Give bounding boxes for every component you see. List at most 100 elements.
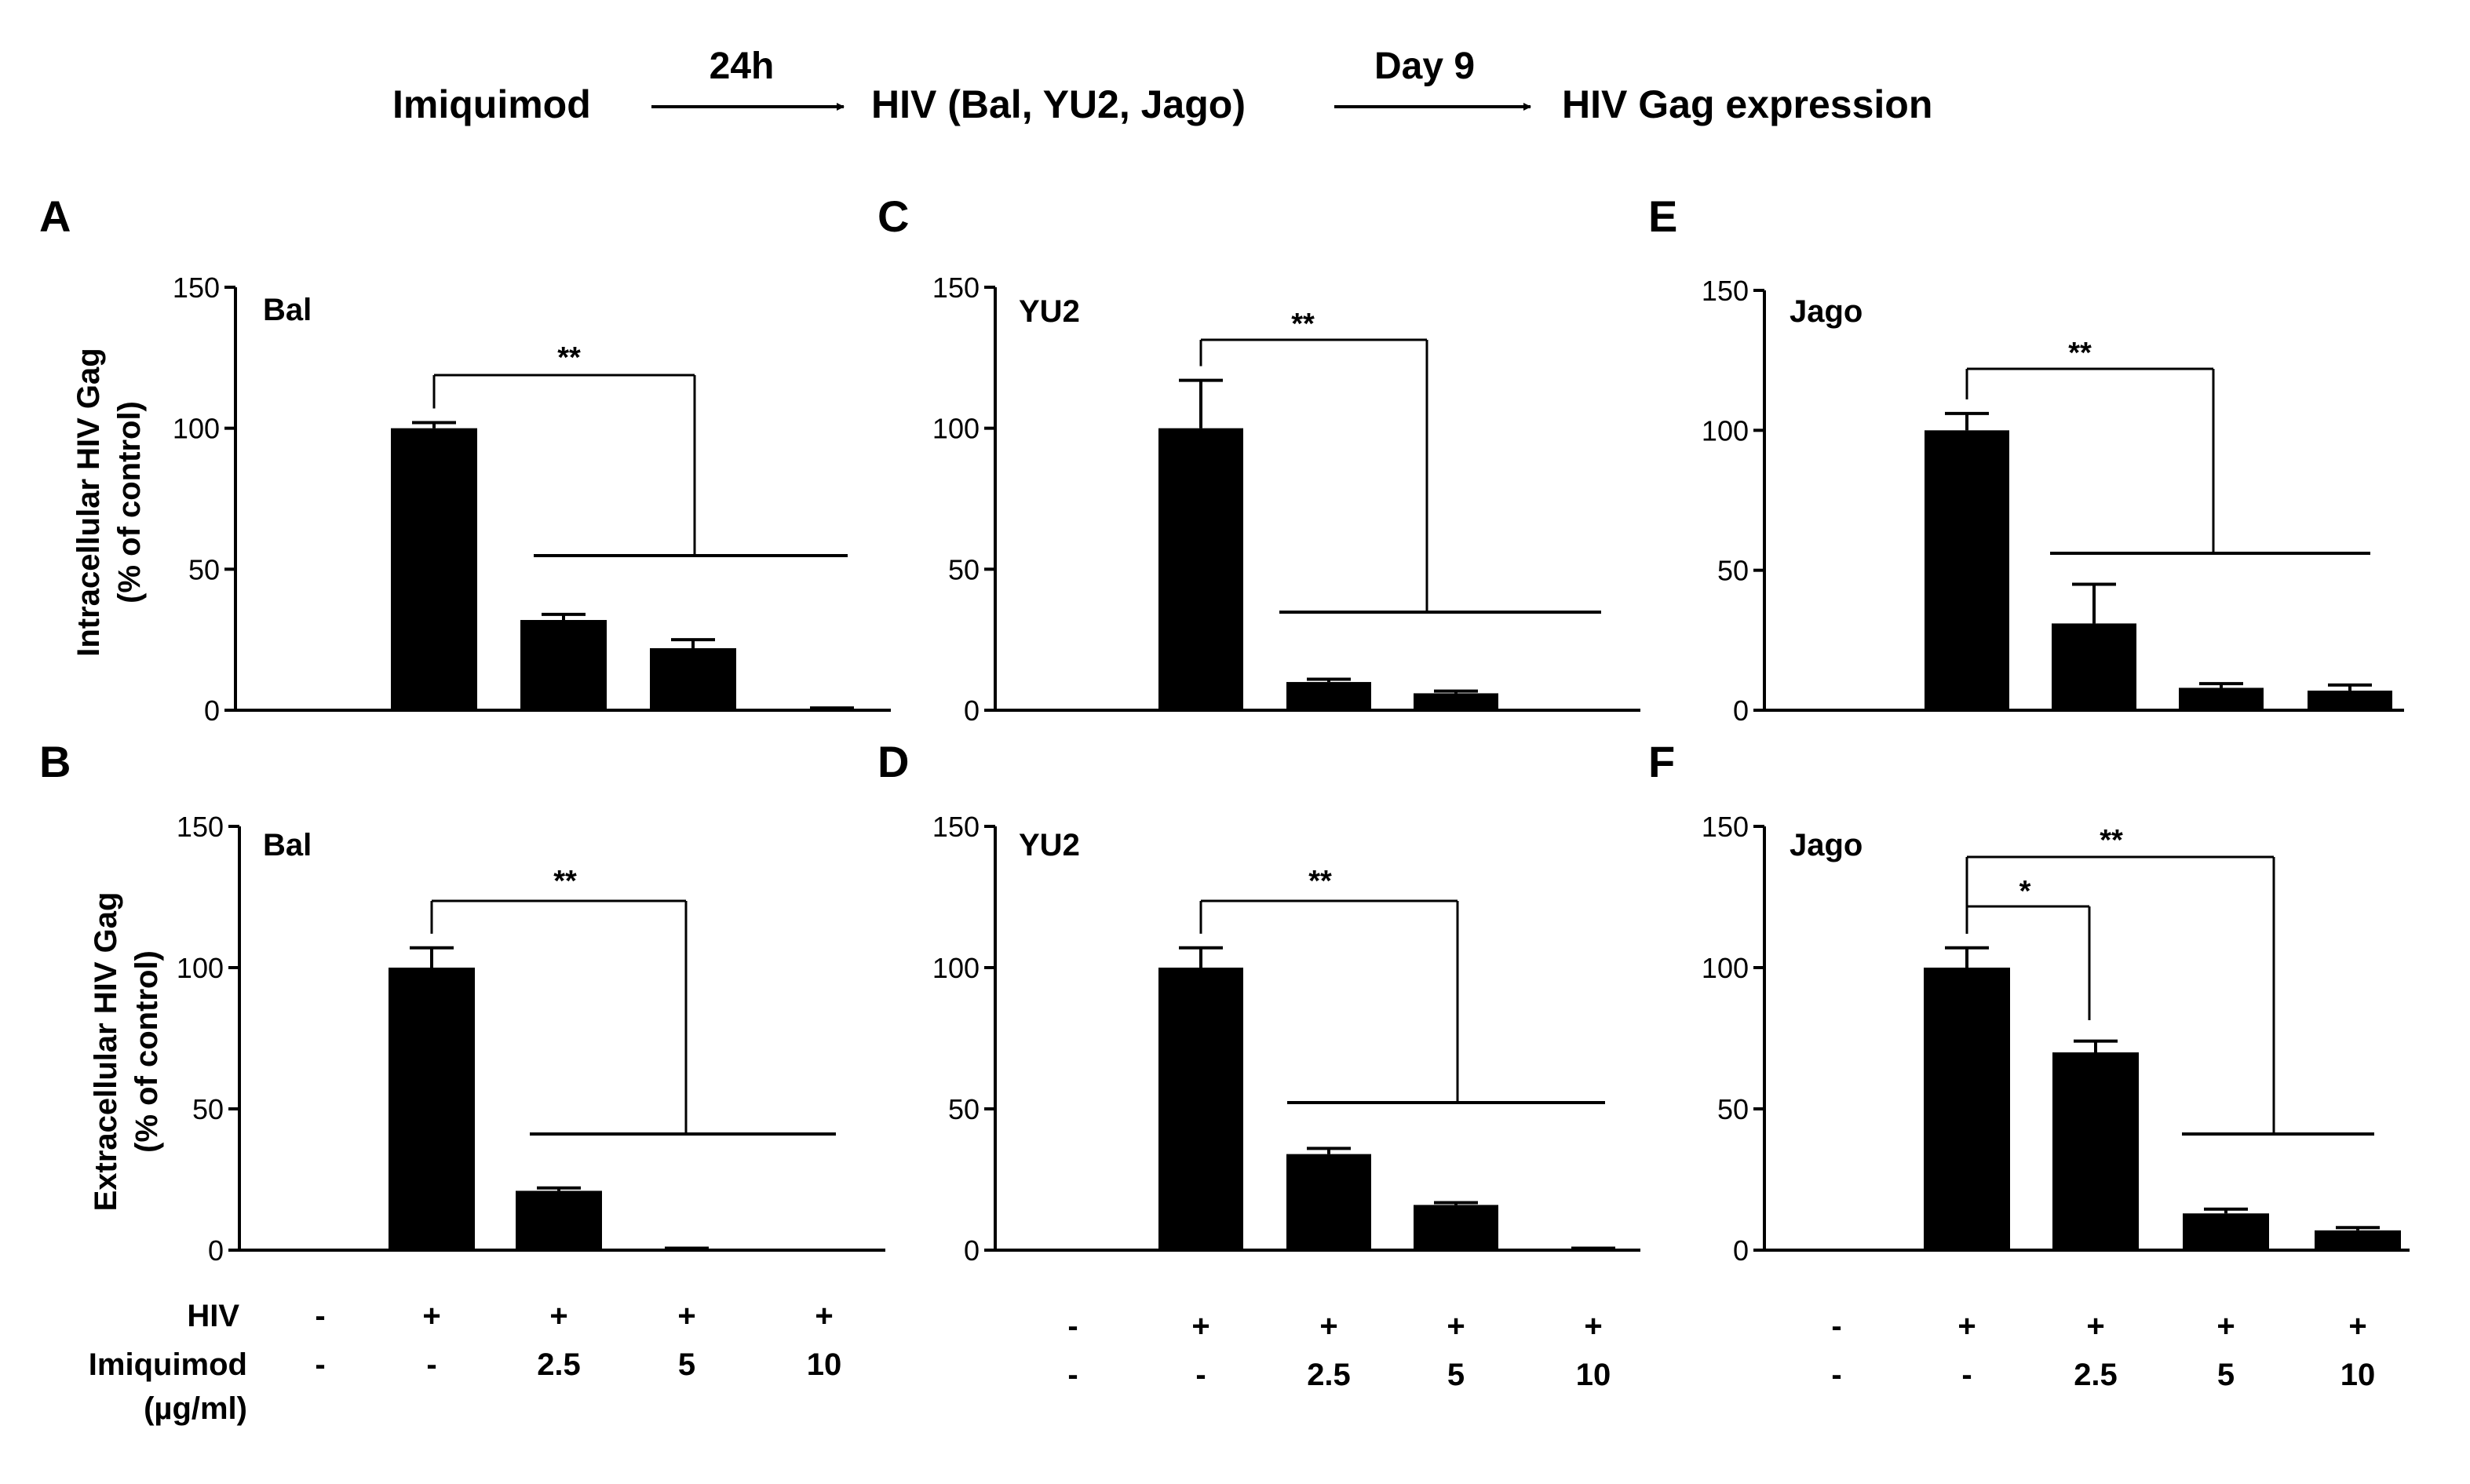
bar: [2179, 687, 2264, 710]
imiquimod-condition-value: -: [1831, 1358, 1841, 1392]
significance-label: **: [1308, 865, 1332, 898]
y-tick-label: 150: [1702, 275, 1749, 307]
y-tick-label: 150: [173, 272, 220, 304]
significance-label: *: [2019, 875, 2031, 908]
panel-a: A Bal 0 50 100 150 **: [39, 191, 891, 727]
significance-bracket: **: [1965, 337, 2370, 555]
panels: ABal050100150**CYU2050100150**EJago05010…: [39, 191, 2410, 1392]
significance-label: **: [2100, 824, 2123, 857]
condition-row-d: - + + + + - - 2.5 5 10: [1067, 1309, 1611, 1392]
condition-label-unit: (µg/ml): [144, 1391, 247, 1426]
y-tick-label: 100: [932, 413, 980, 445]
condition-table-labels: HIV Imiquimod (µg/ml): [89, 1299, 247, 1426]
row-label-extracellular: Extracellular HIV Gag (% of control): [89, 892, 164, 1212]
hiv-condition-value: +: [2216, 1309, 2235, 1344]
bar: [650, 647, 736, 710]
bar: [2052, 623, 2136, 710]
bar: [2315, 1230, 2401, 1250]
bar: [2308, 691, 2392, 710]
bar: [1158, 968, 1243, 1250]
y-tick-label: 150: [1702, 811, 1749, 843]
hiv-condition-value: -: [1067, 1309, 1078, 1344]
y-tick-label: 50: [948, 1093, 980, 1125]
y-tick-label: 50: [948, 553, 980, 585]
strain-label: Jago: [1790, 294, 1863, 329]
hiv-condition-value: +: [1191, 1309, 1209, 1344]
hiv-condition-value: +: [1447, 1309, 1465, 1344]
imiquimod-condition-value: 5: [678, 1347, 695, 1382]
imiquimod-condition-value: 5: [2217, 1358, 2235, 1392]
imiquimod-condition-value: -: [1195, 1358, 1206, 1392]
significance-bracket: **: [432, 341, 848, 557]
bar: [1414, 1205, 1498, 1250]
imiquimod-condition-value: -: [1067, 1358, 1078, 1392]
strain-label: Jago: [1790, 828, 1863, 862]
bar: [1286, 1154, 1371, 1250]
hiv-condition-value: +: [1584, 1309, 1602, 1344]
imiquimod-condition-value: 10: [1576, 1358, 1611, 1392]
imiquimod-condition-value: -: [426, 1347, 436, 1382]
significance-label: **: [553, 865, 577, 898]
bar: [1924, 968, 2010, 1250]
y-tick-label: 50: [1717, 555, 1749, 587]
y-tick-label: 150: [177, 811, 224, 843]
condition-row-f: - + + + + - - 2.5 5 10: [1831, 1309, 2375, 1392]
y-tick-label: 100: [173, 413, 220, 445]
significance-bracket: **: [1965, 824, 2374, 1136]
condition-label-hiv: HIV: [187, 1299, 239, 1333]
panel-letter-b: B: [39, 737, 71, 786]
y-tick-label: 0: [204, 695, 220, 727]
workflow-step-hiv: HIV (Bal, YU2, Jago): [871, 82, 1246, 126]
bar: [391, 428, 477, 710]
hiv-condition-value: -: [315, 1299, 325, 1333]
panel-letter-a: A: [39, 191, 71, 241]
hiv-condition-value: +: [1319, 1309, 1337, 1344]
imiquimod-condition-value: -: [1961, 1358, 1972, 1392]
significance-label: **: [1291, 308, 1315, 341]
bar: [1286, 682, 1371, 710]
bar: [1158, 428, 1243, 710]
y-tick-label: 100: [1702, 952, 1749, 984]
y-tick-label: 0: [964, 1234, 980, 1267]
panel-b: B Bal 0 50 100 150 **: [39, 737, 885, 1267]
bar: [1414, 693, 1498, 710]
y-tick-label: 50: [188, 553, 220, 585]
imiquimod-condition-value: 2.5: [1307, 1358, 1351, 1392]
row-label-intracellular-line2: (% of control): [112, 401, 147, 603]
hiv-condition-value: +: [2086, 1309, 2104, 1344]
imiquimod-condition-value: 2.5: [537, 1347, 581, 1382]
workflow-step-gag: HIV Gag expression: [1562, 82, 1932, 126]
condition-row-b: - + + + + - - 2.5 5 10: [315, 1299, 841, 1382]
bar: [389, 968, 475, 1250]
bar: [2052, 1052, 2139, 1250]
hiv-condition-value: +: [549, 1299, 567, 1333]
significance-bracket: **: [1199, 308, 1601, 614]
imiquimod-condition-value: 5: [1447, 1358, 1465, 1392]
row-label-intracellular: Intracellular HIV Gag (% of control): [71, 348, 147, 656]
y-tick-label: 100: [177, 952, 224, 984]
panel-letter-d: D: [877, 737, 909, 786]
hiv-condition-value: +: [422, 1299, 440, 1333]
significance-label: **: [2068, 337, 2092, 370]
workflow-step-imiquimod: Imiquimod: [392, 82, 591, 126]
imiquimod-condition-value: 10: [807, 1347, 842, 1382]
strain-label: YU2: [1019, 294, 1080, 329]
y-tick-label: 50: [192, 1093, 224, 1125]
significance-bracket: **: [430, 865, 836, 1136]
y-tick-label: 0: [1733, 695, 1749, 727]
y-tick-label: 0: [208, 1234, 224, 1267]
row-label-intracellular-line1: Intracellular HIV Gag: [71, 348, 106, 656]
panel-letter-e: E: [1648, 191, 1677, 241]
y-tick-label: 0: [1733, 1234, 1749, 1267]
y-tick-label: 150: [932, 272, 980, 304]
y-tick-label: 50: [1717, 1093, 1749, 1125]
y-tick-label: 150: [932, 811, 980, 843]
row-label-extracellular-line1: Extracellular HIV Gag: [89, 892, 123, 1212]
strain-label: Bal: [263, 293, 312, 327]
strain-label: YU2: [1019, 828, 1080, 862]
significance-bracket: **: [1199, 865, 1605, 1104]
y-tick-label: 0: [964, 695, 980, 727]
imiquimod-condition-value: -: [315, 1347, 325, 1382]
strain-label: Bal: [263, 828, 312, 862]
